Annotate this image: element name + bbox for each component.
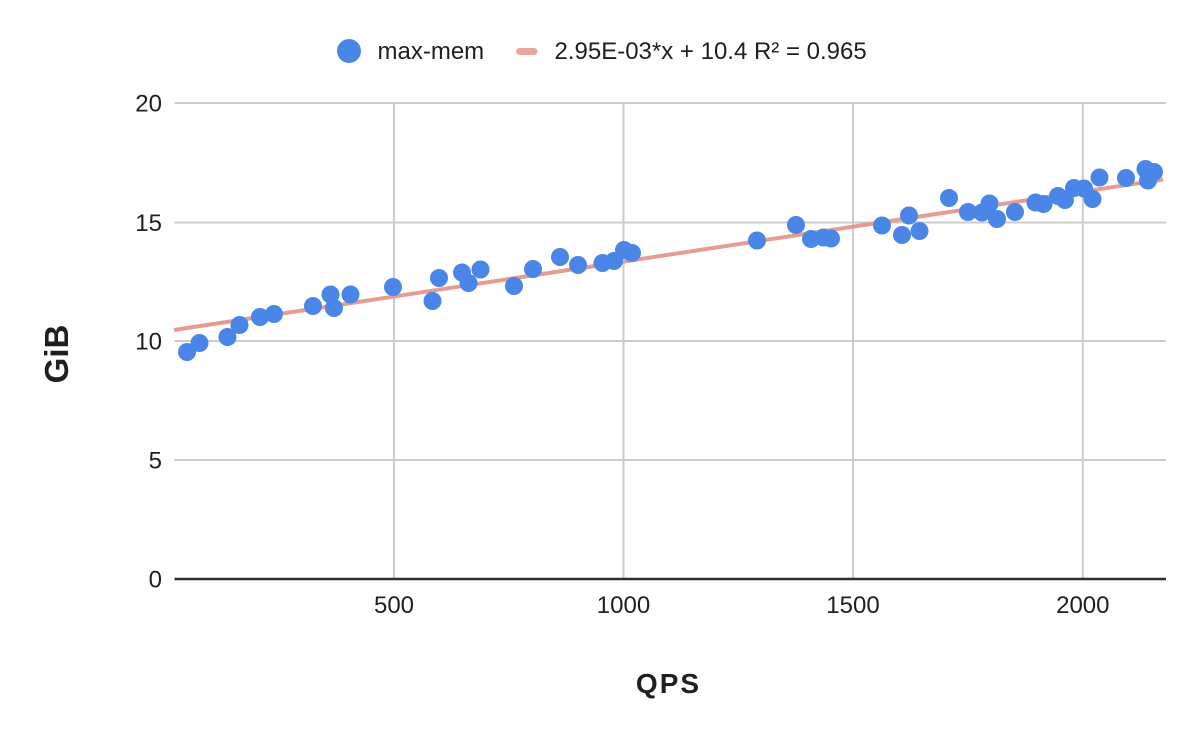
svg-text:max-mem: max-mem [378,38,485,65]
svg-text:0: 0 [149,567,162,594]
svg-text:20: 20 [135,91,162,118]
svg-text:2000: 2000 [1056,592,1109,619]
svg-text:10: 10 [135,329,162,356]
svg-text:GiB: GiB [38,325,75,384]
svg-text:500: 500 [374,592,414,619]
svg-text:2.95E-03*x + 10.4 R² = 0.965: 2.95E-03*x + 10.4 R² = 0.965 [555,38,867,65]
svg-text:QPS: QPS [636,668,701,699]
svg-text:1000: 1000 [597,592,650,619]
svg-text:15: 15 [135,210,162,237]
svg-text:1500: 1500 [826,592,879,619]
svg-text:5: 5 [149,448,162,475]
